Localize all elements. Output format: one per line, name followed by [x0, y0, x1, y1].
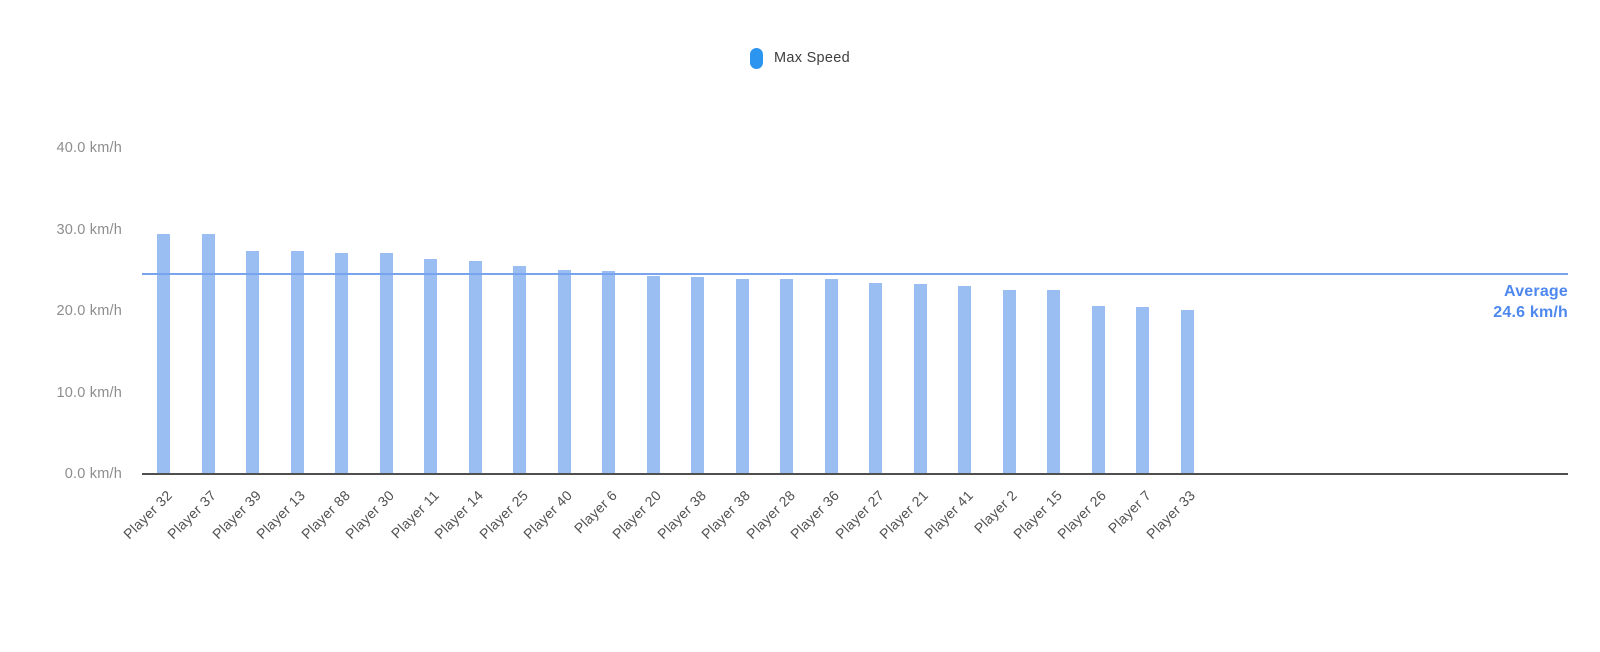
bar-player-37[interactable] — [201, 233, 215, 474]
bar-player-33[interactable] — [1180, 309, 1194, 474]
bar-player-11[interactable] — [424, 259, 437, 474]
average-annotation-title: Average — [1504, 282, 1568, 300]
legend-item-max-speed[interactable]: Max Speed — [749, 47, 851, 69]
bar-player-38[interactable] — [691, 277, 704, 474]
bar-player-88[interactable] — [335, 252, 348, 474]
chart-legend: Max Speed — [0, 45, 1600, 71]
x-axis-line — [142, 473, 1568, 475]
y-axis-tick-label: 40.0 km/h — [56, 140, 122, 157]
bar-player-41[interactable] — [958, 285, 971, 474]
bar-player-25[interactable] — [513, 265, 526, 474]
y-axis-tick-label: 20.0 km/h — [56, 303, 122, 320]
average-annotation: Average 24.6 km/h — [1493, 281, 1568, 323]
bar-player-15[interactable] — [1047, 290, 1060, 474]
bar-player-6[interactable] — [602, 271, 615, 474]
bar-player-28[interactable] — [780, 278, 793, 474]
average-annotation-value: 24.6 km/h — [1493, 303, 1568, 321]
y-axis-tick-label: 10.0 km/h — [56, 384, 122, 401]
bar-player-40[interactable] — [557, 269, 571, 474]
bar-player-7[interactable] — [1136, 307, 1149, 474]
bar-player-38[interactable] — [735, 279, 749, 474]
bar-player-21[interactable] — [913, 284, 927, 474]
bar-player-36[interactable] — [824, 278, 838, 474]
bar-player-30[interactable] — [379, 252, 393, 474]
bar-player-14[interactable] — [468, 260, 482, 474]
bar-player-13[interactable] — [290, 250, 304, 474]
legend-label: Max Speed — [773, 50, 851, 66]
average-line — [142, 272, 1568, 275]
bar-player-2[interactable] — [1002, 290, 1016, 474]
y-axis-tick-label: 0.0 km/h — [64, 466, 122, 482]
bar-player-20[interactable] — [646, 276, 660, 474]
bar-player-39[interactable] — [246, 250, 259, 474]
bar-player-27[interactable] — [869, 282, 882, 474]
y-axis-tick-label: 30.0 km/h — [56, 221, 122, 238]
bar-player-26[interactable] — [1091, 305, 1105, 474]
legend-marker-icon — [749, 47, 763, 69]
bar-player-32[interactable] — [157, 233, 170, 474]
